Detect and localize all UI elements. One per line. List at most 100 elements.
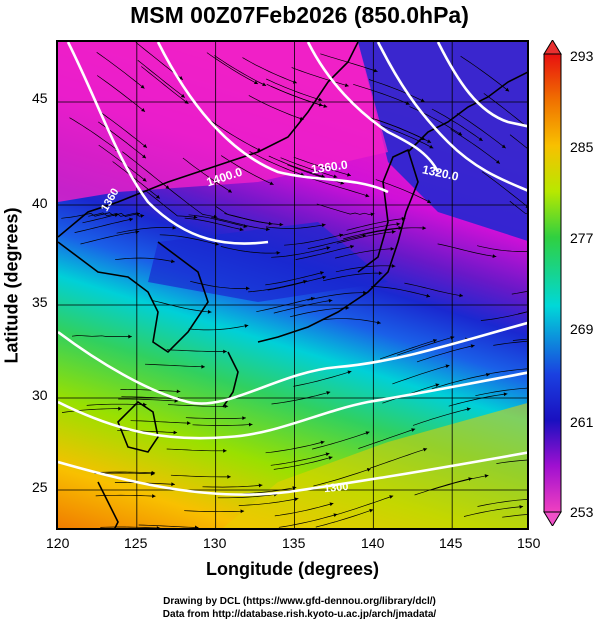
cold-pool-east [358, 42, 527, 241]
streamline [249, 151, 305, 176]
streamline [138, 524, 199, 528]
streamline [293, 156, 352, 177]
streamline [221, 155, 274, 186]
streamline [96, 75, 146, 112]
streamline-arrow [118, 406, 122, 411]
streamline-arrow [363, 290, 367, 295]
streamline [188, 324, 249, 331]
streamline [323, 272, 383, 282]
streamline [496, 459, 527, 464]
streamline-arrow [170, 259, 175, 264]
streamline-arrow [136, 212, 140, 216]
streamline [144, 363, 205, 368]
colorbar-bottom-arrow [543, 511, 562, 526]
streamline [336, 495, 394, 516]
streamline [450, 129, 501, 164]
streamline-arrow [326, 246, 331, 250]
x-tick-130: 130 [203, 535, 227, 551]
streamline [152, 300, 212, 313]
coastline [58, 42, 359, 238]
streamline-arrow [240, 509, 245, 514]
streamline-arrow [391, 264, 396, 268]
streamline-arrow [201, 364, 205, 369]
streamline-arrow [176, 389, 181, 394]
streamline [184, 510, 245, 513]
colorbar-gradient [543, 53, 562, 513]
streamline [268, 155, 326, 178]
streamline-arrow [214, 242, 219, 246]
streamline [346, 218, 406, 231]
colorbar-tick-285: 285 [570, 139, 594, 155]
streamline [166, 448, 227, 452]
streamline [480, 311, 527, 321]
streamline-arrow [478, 137, 483, 141]
streamline [267, 276, 327, 291]
streamline-arrow [268, 221, 273, 226]
streamline [341, 223, 401, 237]
map-title: MSM 00Z07Feb2026 (850.0hPa) [130, 2, 469, 28]
streamline [159, 234, 219, 246]
streamline-arrow [223, 349, 227, 354]
streamline [271, 246, 331, 258]
colorbar-tick-277: 277 [570, 230, 594, 246]
streamline-arrow [227, 474, 231, 479]
streamline-arrow [173, 430, 178, 435]
streamline-arrow [333, 174, 338, 179]
streamline [141, 66, 189, 104]
streamline-arrow [376, 320, 381, 325]
streamline-arrow [141, 108, 146, 112]
streamline-arrow [193, 215, 198, 220]
streamline-arrow [427, 199, 432, 203]
wind-streamlines [61, 42, 527, 528]
streamline [248, 280, 308, 293]
streamline-arrow [369, 508, 374, 513]
streamline-arrow [227, 189, 232, 193]
streamline [137, 60, 186, 98]
streamline [118, 398, 179, 402]
streamline-arrow [243, 224, 248, 229]
streamline-arrow [142, 177, 147, 182]
streamline [265, 441, 325, 454]
streamline [369, 117, 426, 141]
streamline-arrow [345, 306, 350, 310]
streamline-arrow [150, 471, 155, 476]
x-tick-145: 145 [439, 535, 463, 551]
streamline [61, 408, 122, 413]
streamline-arrow [411, 428, 416, 432]
streamline [289, 307, 350, 318]
streamline [460, 55, 510, 92]
streamline-arrow [128, 334, 132, 339]
streamline-arrow [320, 440, 325, 445]
streamline [307, 292, 367, 301]
y-tick-35: 35 [32, 294, 48, 310]
streamline [502, 514, 527, 518]
streamline [512, 338, 527, 341]
streamline-arrow [303, 279, 308, 284]
streamline-arrow [258, 483, 263, 488]
streamline [414, 477, 473, 496]
streamline [71, 335, 132, 337]
streamline [371, 286, 431, 297]
streamline [121, 396, 182, 400]
streamline-arrow [299, 116, 304, 121]
streamline [358, 428, 416, 449]
y-tick-40: 40 [32, 195, 48, 211]
streamline-arrow [187, 421, 191, 425]
streamline-arrow [279, 222, 284, 227]
x-tick-150: 150 [517, 535, 541, 551]
streamline-arrow [142, 143, 147, 148]
streamline [375, 179, 432, 204]
streamline [392, 364, 450, 385]
contour-line [376, 42, 527, 192]
streamline-arrow [405, 101, 410, 105]
streamline [117, 430, 178, 434]
streamline [206, 52, 259, 85]
streamline [379, 339, 438, 360]
streamline [493, 340, 527, 346]
streamline [463, 506, 524, 517]
streamline [284, 234, 344, 246]
x-tick-120: 120 [46, 535, 70, 551]
streamline [271, 391, 331, 405]
streamline [112, 161, 161, 199]
streamline-arrow [421, 136, 426, 141]
